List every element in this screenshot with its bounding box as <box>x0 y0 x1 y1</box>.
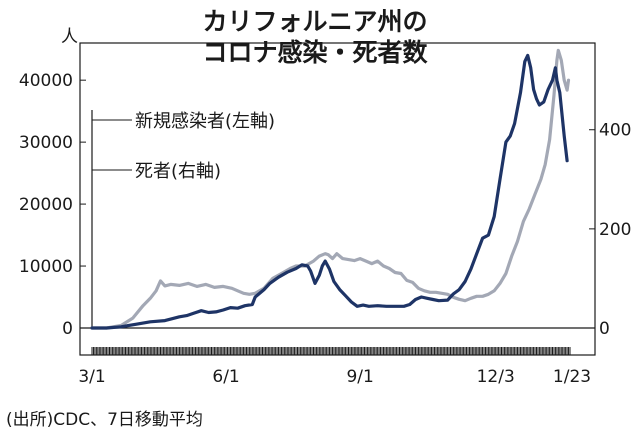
y-left-tick-label: 0 <box>62 319 73 339</box>
series-layer <box>90 48 571 330</box>
y-right-tick-label: 200 <box>599 220 631 240</box>
x-tick-label: 3/1 <box>78 367 105 387</box>
series-line-new-cases <box>90 53 569 330</box>
y-left-tick-label: 20000 <box>19 195 73 215</box>
y-right-tick-labels: 0 200 400 <box>589 121 631 339</box>
chart-title-line-1: カリフォルニア州の <box>202 7 427 36</box>
x-tick-label: 6/1 <box>212 367 239 387</box>
y-left-unit-label: 人 <box>61 27 78 47</box>
source-note: (出所)CDC、7日移動平均 <box>6 410 203 430</box>
x-tick-label: 9/1 <box>346 367 373 387</box>
annotation-deaths: 死者(右軸) <box>135 161 221 182</box>
plot-frame <box>79 42 596 356</box>
y-right-tick-label: 0 <box>599 319 610 339</box>
x-tick-label: 1/23 <box>553 367 591 387</box>
x-tick-band <box>91 347 571 355</box>
x-tick-label: 12/3 <box>477 367 515 387</box>
y-left-tick-label: 10000 <box>19 257 73 277</box>
y-left-tick-label: 40000 <box>19 71 73 91</box>
annotation-cases: 新規感染者(左軸) <box>135 111 275 132</box>
chart-title-line-2: コロナ感染・死者数 <box>202 38 428 67</box>
y-left-tick-label: 30000 <box>19 133 73 153</box>
y-left-tick-labels: 0 10000 20000 30000 40000 <box>19 71 86 339</box>
y-right-tick-label: 400 <box>599 121 631 141</box>
x-tick-labels: 3/1 6/1 9/1 12/3 1/23 <box>78 367 591 387</box>
series-line-deaths <box>90 48 571 330</box>
